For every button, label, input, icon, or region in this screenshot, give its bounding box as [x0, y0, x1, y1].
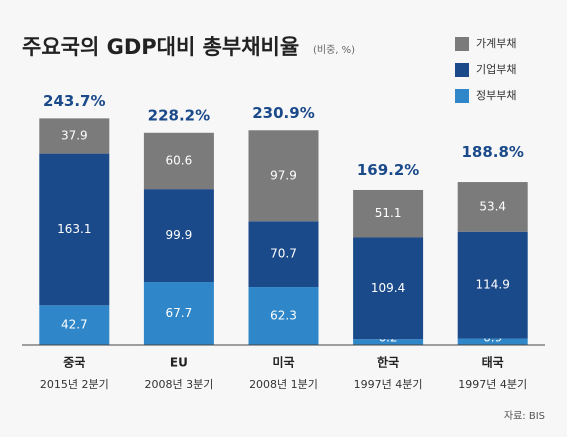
bar-segment — [248, 221, 319, 288]
data-label: 114.9 — [476, 278, 510, 292]
bar-segment — [143, 132, 214, 190]
data-label: 97.9 — [270, 168, 297, 182]
bar-segment — [248, 130, 319, 222]
chart-title: 주요국의 GDP대비 총부채비율 — [22, 35, 299, 59]
x-tick-label: 중국 — [63, 356, 85, 370]
legend-swatch — [455, 37, 469, 51]
total-label: 230.9% — [252, 104, 314, 122]
data-label: 53.4 — [479, 199, 506, 213]
legend-swatch — [455, 63, 469, 77]
bar-segment — [143, 189, 214, 283]
bar-segment — [353, 189, 424, 238]
bar-segment — [353, 237, 424, 340]
total-label: 188.8% — [461, 143, 523, 161]
data-label: 70.7 — [270, 247, 297, 261]
data-label: 99.9 — [166, 228, 193, 242]
x-tick-label: 한국 — [377, 355, 399, 370]
data-label: 62.3 — [270, 309, 297, 323]
legend-label: 정부부채 — [476, 89, 516, 102]
x-tick-sublabel: 1997년 4분기 — [458, 378, 527, 391]
bar-segment — [353, 339, 424, 345]
x-tick-sublabel: 2008년 3분기 — [144, 378, 213, 391]
x-tick-label: EU — [170, 356, 188, 370]
x-tick-label: 미국 — [272, 355, 294, 370]
total-label: 169.2% — [357, 161, 419, 179]
bar-segment — [39, 305, 110, 345]
data-label: 163.1 — [57, 222, 91, 236]
total-label: 243.7% — [43, 92, 105, 110]
bar-segment — [39, 153, 110, 306]
data-label: 37.9 — [61, 128, 88, 142]
legend-swatch — [455, 89, 469, 103]
x-tick-sublabel: 1997년 4분기 — [354, 378, 423, 391]
bar-segment — [457, 231, 528, 339]
data-label: 109.4 — [371, 281, 405, 295]
source: 자료: BIS — [504, 410, 545, 422]
bar-segment — [248, 287, 319, 345]
legend-label: 가계부채 — [476, 37, 516, 50]
total-label: 228.2% — [148, 106, 210, 124]
bar-segment — [39, 118, 110, 154]
data-label: 67.7 — [166, 306, 193, 320]
x-tick-sublabel: 2008년 1분기 — [249, 378, 318, 391]
data-label: 51.1 — [375, 206, 402, 220]
chart-subtitle: (비중, %) — [313, 44, 355, 56]
data-label: 42.7 — [61, 318, 88, 332]
data-label: 60.6 — [166, 153, 193, 167]
bar-segment — [143, 282, 214, 345]
legend-label: 기업부채 — [476, 63, 516, 76]
x-tick-sublabel: 2015년 2분기 — [40, 378, 109, 391]
bar-segment — [457, 338, 528, 345]
bar-segment — [457, 182, 528, 232]
x-tick-label: 태국 — [482, 355, 504, 370]
